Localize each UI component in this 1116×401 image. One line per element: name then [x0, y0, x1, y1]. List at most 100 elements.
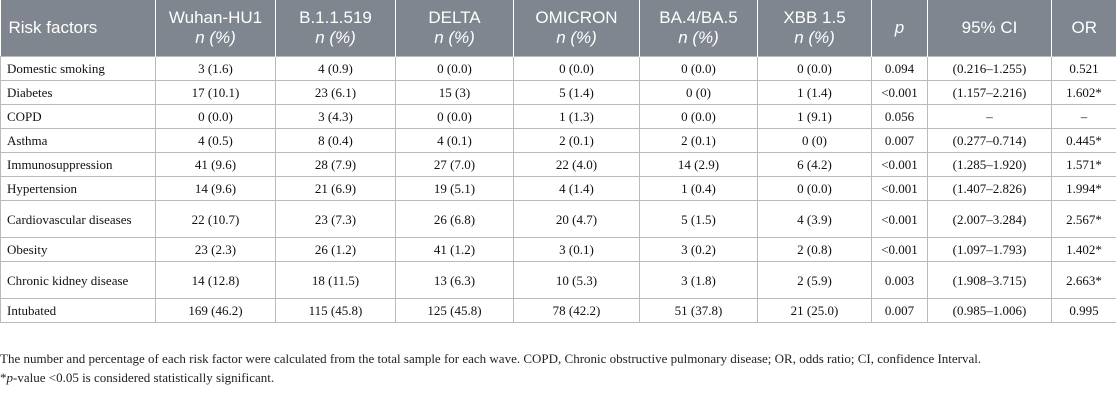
cell-ba45: 1 (0.4)	[639, 176, 758, 201]
header-ba45: BA.4/BA.5 n (%)	[639, 0, 758, 57]
cell-wuhan: 0 (0.0)	[155, 104, 276, 129]
cell-xbb: 2 (0.8)	[757, 237, 872, 262]
cell-factor: Immunosuppression	[0, 152, 156, 177]
cell-xbb: 2 (5.9)	[757, 261, 872, 299]
cell-or: 2.663*	[1051, 261, 1116, 299]
cell-ba45: 5 (1.5)	[639, 200, 758, 238]
cell-xbb: 1 (1.4)	[757, 80, 872, 105]
cell-ba45: 0 (0)	[639, 80, 758, 105]
cell-wuhan: 169 (46.2)	[155, 298, 276, 323]
cell-wuhan: 4 (0.5)	[155, 128, 276, 153]
cell-p: 0.056	[871, 104, 928, 129]
cell-p: <0.001	[871, 237, 928, 262]
cell-factor: Diabetes	[0, 80, 156, 105]
footnote-asterisk: *	[0, 370, 7, 385]
cell-delta: 13 (6.3)	[395, 261, 514, 299]
cell-ci: (1.285–1.920)	[927, 152, 1052, 177]
header-wuhan-label: Wuhan-HU1	[168, 8, 263, 27]
cell-b11519: 28 (7.9)	[275, 152, 396, 177]
cell-b11519: 115 (45.8)	[275, 298, 396, 323]
header-ba45-label: BA.4/BA.5	[659, 8, 738, 27]
header-p-value: p	[871, 0, 928, 57]
cell-xbb: 0 (0.0)	[757, 176, 872, 201]
cell-xbb: 6 (4.2)	[757, 152, 872, 177]
cell-xbb: 4 (3.9)	[757, 200, 872, 238]
cell-factor: Asthma	[0, 128, 156, 153]
cell-p: 0.007	[871, 128, 928, 153]
cell-p: <0.001	[871, 152, 928, 177]
cell-delta: 19 (5.1)	[395, 176, 514, 201]
cell-omicron: 2 (0.1)	[513, 128, 640, 153]
header-wuhan: Wuhan-HU1 n (%)	[155, 0, 276, 57]
cell-wuhan: 14 (12.8)	[155, 261, 276, 299]
header-xbb: XBB 1.5 n (%)	[757, 0, 872, 57]
header-p-label: p	[894, 18, 905, 37]
table-row: Asthma 4 (0.5) 8 (0.4) 4 (0.1) 2 (0.1) 2 (0.1…	[0, 128, 1116, 153]
cell-or: 1.571*	[1051, 152, 1116, 177]
cell-omicron: 22 (4.0)	[513, 152, 640, 177]
cell-factor: Obesity	[0, 237, 156, 262]
footnote-line-2: *p-value <0.05 is considered statistical…	[0, 368, 1116, 387]
cell-delta: 4 (0.1)	[395, 128, 514, 153]
cell-ba45: 51 (37.8)	[639, 298, 758, 323]
risk-factors-table: Risk factors Wuhan-HU1 n (%) B.1.1.519 n (…	[0, 0, 1116, 323]
cell-p: 0.094	[871, 56, 928, 81]
cell-wuhan: 3 (1.6)	[155, 56, 276, 81]
cell-p: <0.001	[871, 176, 928, 201]
cell-or: –	[1051, 104, 1116, 129]
cell-delta: 0 (0.0)	[395, 104, 514, 129]
cell-ci: –	[927, 104, 1052, 129]
cell-omicron: 10 (5.3)	[513, 261, 640, 299]
cell-b11519: 23 (6.1)	[275, 80, 396, 105]
cell-or: 1.402*	[1051, 237, 1116, 262]
cell-ci: (0.216–1.255)	[927, 56, 1052, 81]
table-row: Obesity 23 (2.3) 26 (1.2) 41 (1.2) 3 (0.1) 3 …	[0, 237, 1116, 262]
cell-or: 2.567*	[1051, 200, 1116, 238]
table-row: COPD 0 (0.0) 3 (4.3) 0 (0.0) 1 (1.3) 0 (0.0) 1…	[0, 104, 1116, 129]
cell-factor: Hypertension	[0, 176, 156, 201]
cell-b11519: 21 (6.9)	[275, 176, 396, 201]
cell-ci: (1.157–2.216)	[927, 80, 1052, 105]
cell-b11519: 18 (11.5)	[275, 261, 396, 299]
cell-omicron: 0 (0.0)	[513, 56, 640, 81]
header-delta-label: DELTA	[428, 8, 481, 27]
cell-ci: (0.985–1.006)	[927, 298, 1052, 323]
table-footnote: The number and percentage of each risk f…	[0, 349, 1116, 387]
cell-omicron: 1 (1.3)	[513, 104, 640, 129]
cell-ba45: 0 (0.0)	[639, 104, 758, 129]
cell-delta: 125 (45.8)	[395, 298, 514, 323]
cell-p: <0.001	[871, 80, 928, 105]
cell-ci: (1.908–3.715)	[927, 261, 1052, 299]
cell-omicron: 4 (1.4)	[513, 176, 640, 201]
header-omicron-label: OMICRON	[535, 8, 618, 27]
cell-wuhan: 23 (2.3)	[155, 237, 276, 262]
cell-b11519: 8 (0.4)	[275, 128, 396, 153]
header-risk-factors: Risk factors	[0, 0, 156, 57]
header-row: Risk factors Wuhan-HU1 n (%) B.1.1.519 n (…	[0, 0, 1116, 57]
cell-b11519: 26 (1.2)	[275, 237, 396, 262]
cell-b11519: 3 (4.3)	[275, 104, 396, 129]
header-xbb-label: XBB 1.5	[783, 8, 846, 27]
cell-ci: (1.097–1.793)	[927, 237, 1052, 262]
cell-b11519: 4 (0.9)	[275, 56, 396, 81]
table-row: Domestic smoking 3 (1.6) 4 (0.9) 0 (0.0) 0 (…	[0, 56, 1116, 81]
table-row: Cardiovascular diseases 22 (10.7) 23 (7.3)…	[0, 200, 1116, 238]
header-n-pct: n (%)	[678, 28, 719, 47]
cell-omicron: 78 (42.2)	[513, 298, 640, 323]
cell-xbb: 0 (0)	[757, 128, 872, 153]
cell-factor: COPD	[0, 104, 156, 129]
cell-factor: Cardiovascular diseases	[0, 200, 156, 238]
cell-delta: 26 (6.8)	[395, 200, 514, 238]
header-95-ci: 95% CI	[927, 0, 1052, 57]
table-row: Intubated 169 (46.2) 115 (45.8) 125 (45.8) 7…	[0, 298, 1116, 323]
cell-delta: 27 (7.0)	[395, 152, 514, 177]
cell-ba45: 3 (0.2)	[639, 237, 758, 262]
cell-or: 0.995	[1051, 298, 1116, 323]
cell-ba45: 2 (0.1)	[639, 128, 758, 153]
cell-ba45: 14 (2.9)	[639, 152, 758, 177]
cell-factor: Domestic smoking	[0, 56, 156, 81]
cell-omicron: 5 (1.4)	[513, 80, 640, 105]
table-body: Domestic smoking 3 (1.6) 4 (0.9) 0 (0.0) 0 (…	[0, 56, 1116, 323]
cell-or: 0.521	[1051, 56, 1116, 81]
cell-ci: (1.407–2.826)	[927, 176, 1052, 201]
